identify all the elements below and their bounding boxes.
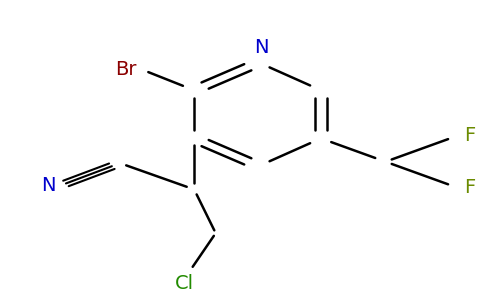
Text: Br: Br: [115, 60, 137, 79]
Text: F: F: [465, 178, 476, 197]
Text: Cl: Cl: [175, 274, 194, 293]
Text: F: F: [465, 126, 476, 145]
Text: N: N: [254, 38, 269, 57]
Text: N: N: [41, 176, 55, 194]
